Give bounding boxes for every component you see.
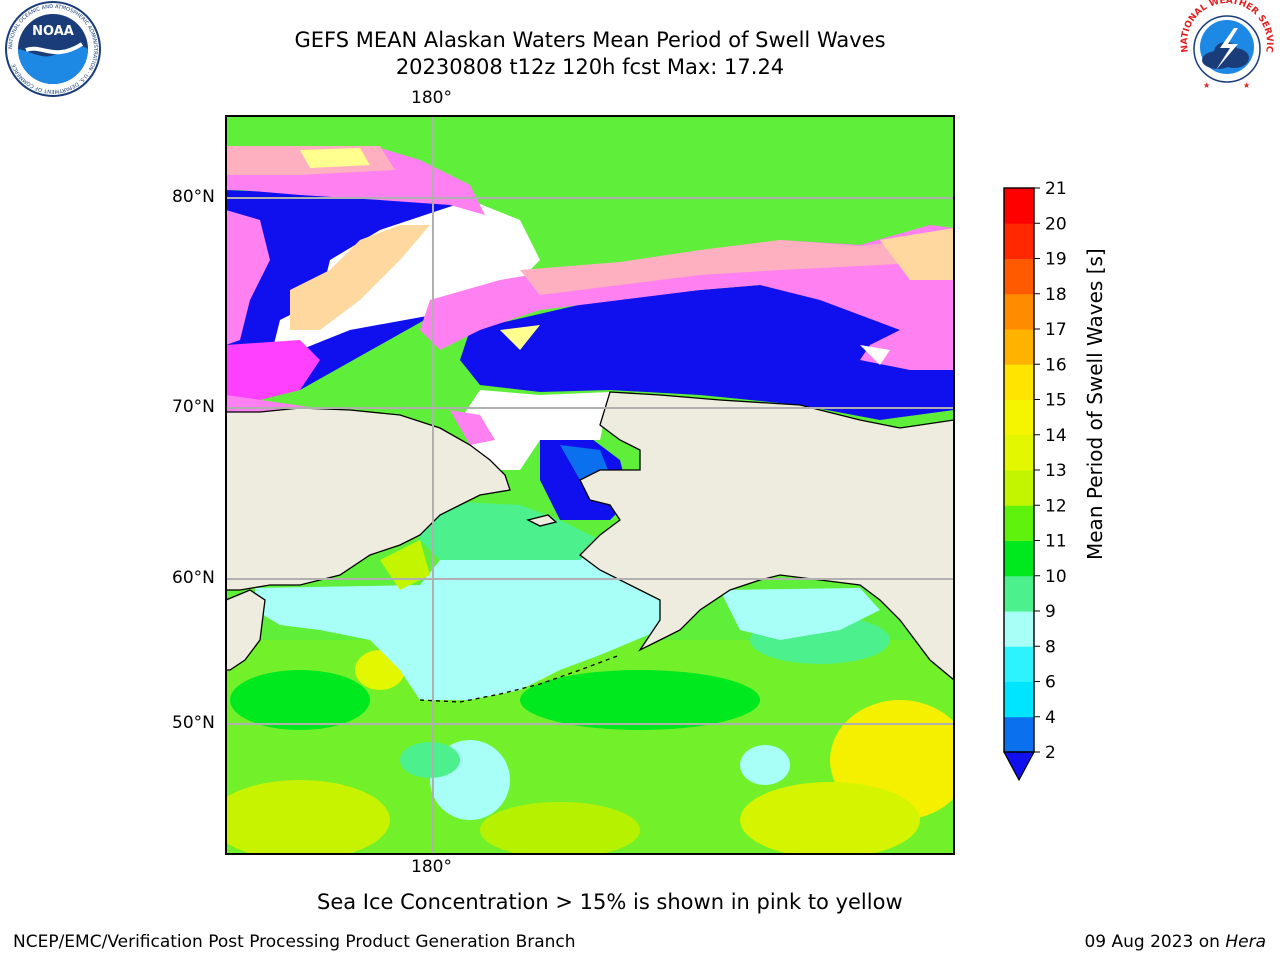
colorbar-svg: 21 20 19 18 17 16 15 14 13 12 11 10 9 8 6 4 2: [1002, 179, 1067, 782]
lat-label-70: 70°N: [172, 397, 215, 417]
colorbar-segment: [1004, 611, 1034, 647]
colorbar-segment: [1004, 470, 1034, 506]
nws-logo: NATIONAL WEATHER SERVICE ★ ★: [1173, 0, 1278, 100]
footer-date-text: 09 Aug 2023 on: [1084, 932, 1226, 952]
colorbar-tick-label: 2: [1045, 743, 1056, 763]
colorbar-tick-label: 14: [1045, 426, 1067, 446]
colorbar-segment: [1004, 681, 1034, 718]
sea-ice-note: Sea Ice Concentration > 15% is shown in …: [317, 890, 903, 914]
svg-text:NOAA: NOAA: [32, 24, 74, 39]
colorbar-segment: [1004, 364, 1034, 400]
map-frame: [225, 115, 955, 855]
colorbar-tick-label: 20: [1045, 214, 1067, 234]
colorbar-segment: [1004, 646, 1034, 682]
colorbar-tick-label: 21: [1045, 180, 1067, 199]
colorbar-segment: [1004, 329, 1034, 365]
colorbar-segment: [1004, 258, 1034, 295]
colorbar-tick-label: 13: [1045, 461, 1067, 481]
lat-label-60: 60°N: [172, 568, 215, 588]
svg-text:★: ★: [1203, 81, 1210, 90]
colorbar-segment: [1004, 399, 1034, 436]
colorbar-tick-label: 4: [1045, 708, 1056, 728]
colorbar: 21 20 19 18 17 16 15 14 13 12 11 10 9 8 6 4 2: [990, 179, 1120, 800]
chart-title: GEFS MEAN Alaskan Waters Mean Period of …: [294, 28, 886, 52]
colorbar-under-triangle: [1002, 751, 1036, 782]
colorbar-segment: [1004, 223, 1034, 259]
footer-host: Hera: [1225, 932, 1266, 952]
lon-label-bottom: 180°: [411, 857, 452, 877]
colorbar-tick-label: 16: [1045, 355, 1067, 375]
lat-label-50: 50°N: [172, 713, 215, 733]
colorbar-segment: [1004, 188, 1034, 224]
colorbar-tick-label: 9: [1045, 602, 1056, 622]
svg-text:★: ★: [1243, 81, 1250, 90]
colorbar-segment: [1004, 575, 1034, 612]
colorbar-tick-label: 6: [1045, 673, 1056, 693]
colorbar-tick-label: 8: [1045, 637, 1056, 657]
colorbar-label-wrap: Mean Period of Swell Waves [s]: [1083, 248, 1113, 560]
colorbar-segment: [1004, 434, 1034, 471]
colorbar-segment: [1004, 716, 1034, 753]
ocean-field: [226, 116, 954, 854]
colorbar-segment: [1004, 293, 1034, 330]
colorbar-tick-label: 11: [1045, 532, 1067, 552]
arctic-swell-field: [226, 190, 954, 520]
sea-ice-field: [226, 146, 954, 445]
colorbar-tick-label: 15: [1045, 391, 1067, 411]
lon-label-top: 180°: [411, 88, 452, 108]
colorbar-tick-label: 19: [1045, 250, 1067, 270]
chart-subtitle: 20230808 t12z 120h fcst Max: 17.24: [395, 55, 785, 79]
graticule: [226, 116, 954, 854]
noaa-logo: NOAA NATIONAL OCEANIC AND ATMOSPHERIC AD…: [2, 0, 104, 100]
footer-credit: NCEP/EMC/Verification Post Processing Pr…: [13, 932, 576, 952]
colorbar-tick-label: 17: [1045, 320, 1067, 340]
colorbar-segment: [1004, 540, 1034, 577]
swell-period-field: [226, 616, 954, 854]
colorbar-tick-label: 10: [1045, 567, 1067, 587]
land: [226, 391, 954, 703]
colorbar-tick-label: 18: [1045, 285, 1067, 305]
colorbar-label: Mean Period of Swell Waves [s]: [1083, 248, 1107, 560]
lat-label-80: 80°N: [172, 187, 215, 207]
colorbar-segment: [1004, 505, 1034, 541]
footer-date: 09 Aug 2023 on Hera: [1084, 932, 1266, 952]
bering-sea-field: [255, 540, 670, 700]
colorbar-tick-label: 12: [1045, 496, 1067, 516]
